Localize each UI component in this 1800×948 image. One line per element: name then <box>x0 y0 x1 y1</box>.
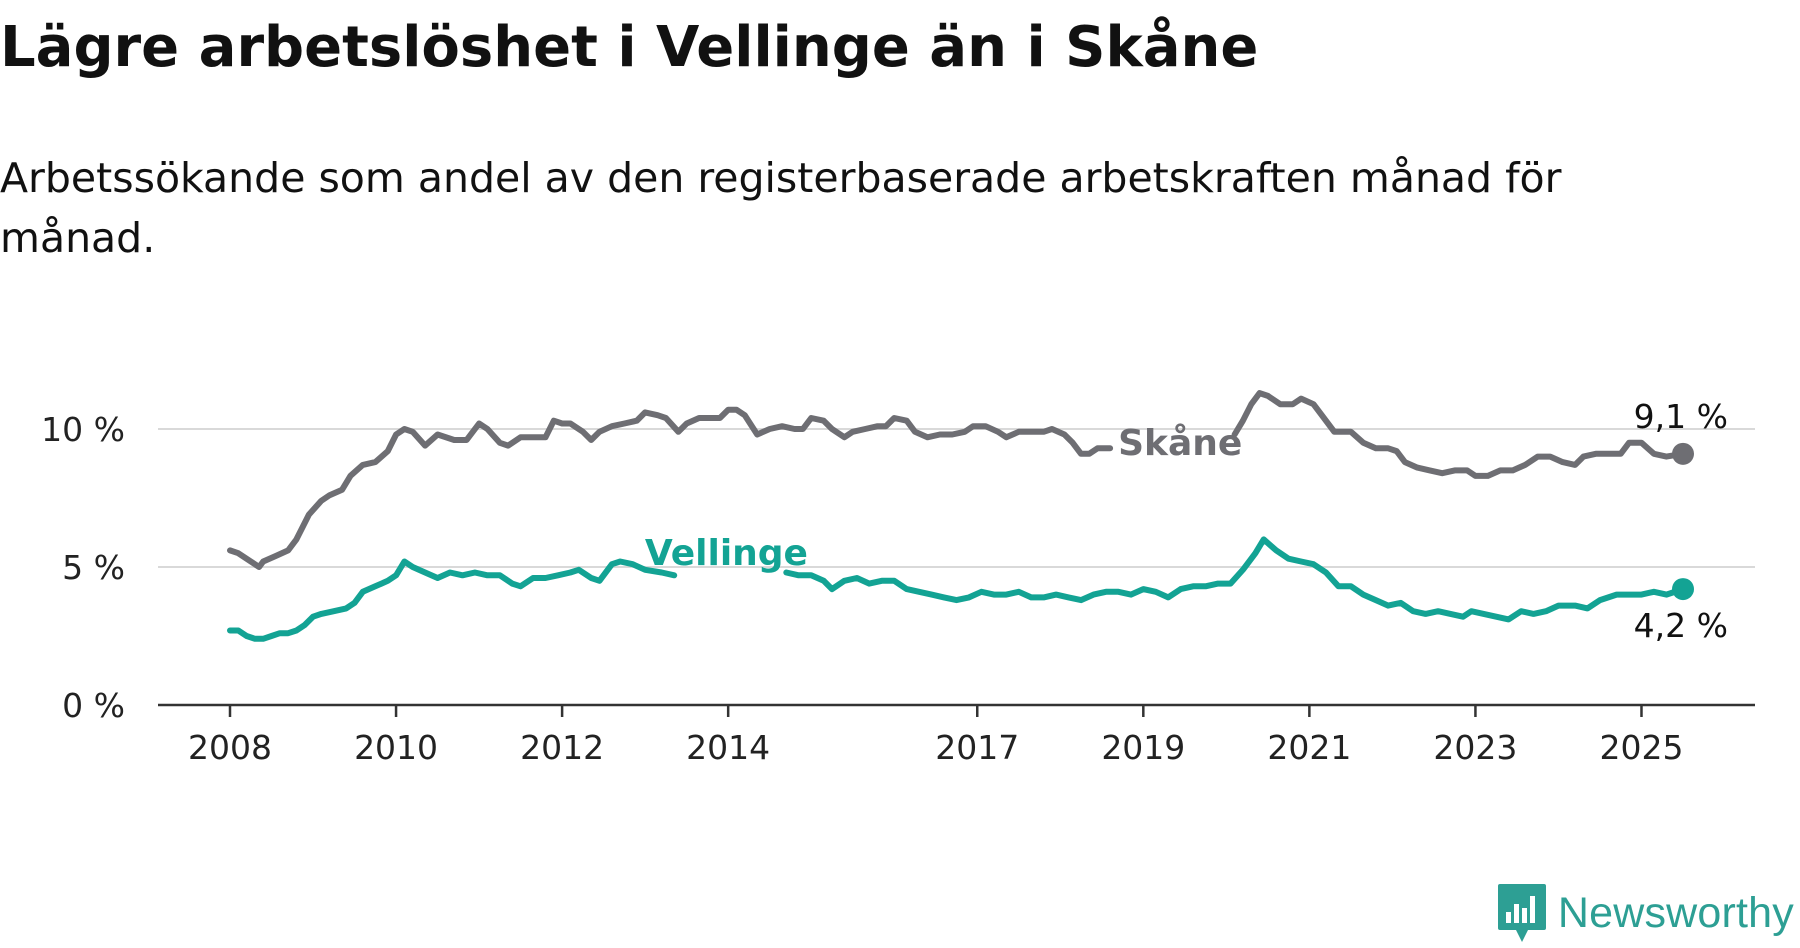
y-tick-label-10: 10 % <box>41 410 125 449</box>
x-tick-label-2010: 2010 <box>354 728 438 767</box>
y-tick-label-0: 0 % <box>62 686 125 725</box>
newsworthy-logo[interactable]: Newsworthy <box>1496 882 1794 944</box>
x-tick-label-2019: 2019 <box>1101 728 1185 767</box>
series-label-skne: Skåne <box>1118 423 1242 464</box>
x-tick-label-2017: 2017 <box>935 728 1019 767</box>
x-tick-label-2021: 2021 <box>1267 728 1351 767</box>
end-value-label-skne: 9,1 % <box>1634 397 1728 436</box>
series-label-vellinge: Vellinge <box>645 533 808 574</box>
x-tick-label-2025: 2025 <box>1599 728 1683 767</box>
brand-name: Newsworthy <box>1557 888 1794 937</box>
series-line-skne-2 <box>1231 390 1686 479</box>
bar-chart-speech-bubble-icon <box>1497 884 1546 942</box>
series-line-vellinge-1 <box>227 558 678 642</box>
endpoint-marker-vellinge <box>1672 578 1694 601</box>
end-value-label-vellinge: 4,2 % <box>1634 606 1728 645</box>
x-tick-label-2008: 2008 <box>188 728 272 767</box>
x-tick-label-2014: 2014 <box>686 728 770 767</box>
series-line-skne-1 <box>227 406 1114 570</box>
x-tick-label-2023: 2023 <box>1433 728 1517 767</box>
endpoint-marker-skne <box>1672 442 1694 465</box>
chart-subtitle: Arbetssökande som andel av den registerb… <box>0 154 1562 262</box>
x-tick-label-2012: 2012 <box>520 728 604 767</box>
chart-title: Lägre arbetslöshet i Vellinge än i Skåne <box>0 15 1259 80</box>
y-tick-label-5: 5 % <box>62 548 125 587</box>
series-line-vellinge-2 <box>783 536 1686 623</box>
